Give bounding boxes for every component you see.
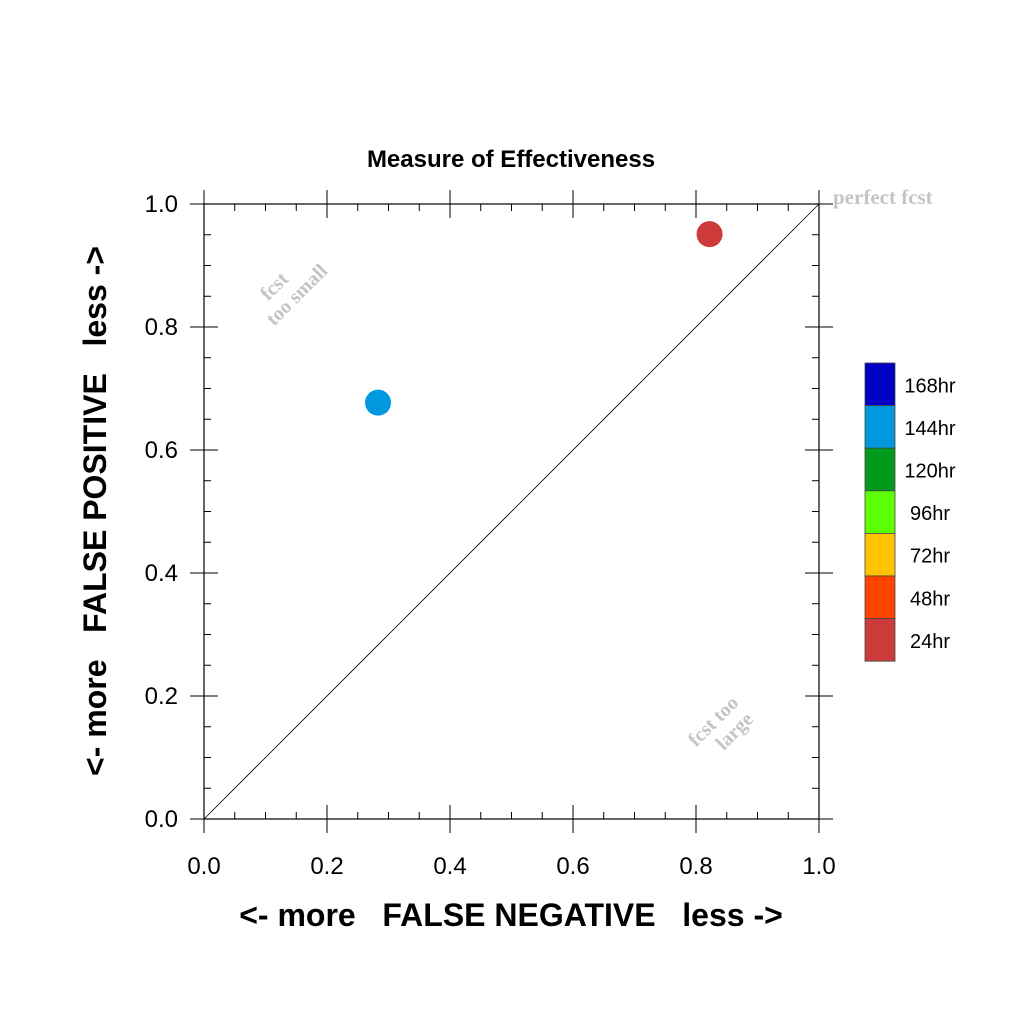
lead-time-legend: 168hr 144hr 120hr 96hr 72hr 48hr 24hr <box>864 362 956 662</box>
reference-diagonal-line <box>203 203 820 820</box>
y-axis-ticks <box>190 203 833 820</box>
data-point-144hr <box>365 389 392 416</box>
legend-swatch-72hr <box>864 533 896 577</box>
y-tick-label: 1.0 <box>145 191 178 218</box>
x-axis-label: <- more FALSE NEGATIVE less -> <box>239 897 783 933</box>
legend-label-120hr: 120hr <box>904 461 955 483</box>
legend-label-24hr: 24hr <box>910 631 950 653</box>
data-point-24hr <box>696 221 723 248</box>
chart-title: Measure of Effectiveness <box>367 146 655 173</box>
y-tick-label: 0.0 <box>145 806 178 833</box>
fcst-too-large-annotation: fcst too large <box>684 692 758 755</box>
y-tick-label: 0.8 <box>145 314 178 341</box>
legend-label-144hr: 144hr <box>904 418 955 440</box>
y-tick-label: 0.6 <box>145 437 178 464</box>
y-tick-label: 0.2 <box>145 683 178 710</box>
y-tick-label: 0.4 <box>145 560 178 587</box>
x-tick-label: 0.0 <box>187 853 220 880</box>
legend-label-168hr: 168hr <box>904 375 955 397</box>
data-points <box>365 221 723 416</box>
x-axis-ticks <box>203 190 820 833</box>
legend-swatch-120hr <box>864 447 896 492</box>
x-tick-label: 1.0 <box>802 853 835 880</box>
legend-label-96hr: 96hr <box>910 503 950 525</box>
fcst-too-small-annotation: fcst too small <box>256 260 332 330</box>
x-tick-label: 0.2 <box>310 853 343 880</box>
legend-swatch-96hr <box>864 490 896 534</box>
x-tick-label: 0.8 <box>679 853 712 880</box>
legend-swatch-144hr <box>864 405 896 449</box>
legend-label-72hr: 72hr <box>910 546 950 568</box>
y-axis-label: <- more FALSE POSITIVE less -> <box>77 246 113 776</box>
legend-swatch-48hr <box>864 575 896 619</box>
legend-swatch-168hr <box>864 362 896 406</box>
x-tick-label: 0.4 <box>433 853 466 880</box>
perfect-fcst-annotation: perfect fcst <box>833 185 933 209</box>
x-tick-label: 0.6 <box>556 853 589 880</box>
y-axis-tick-labels: 0.0 0.2 0.4 0.6 0.8 1.0 <box>145 191 178 833</box>
legend-swatch-24hr <box>864 618 896 662</box>
legend-label-48hr: 48hr <box>910 588 950 610</box>
x-axis-tick-labels: 0.0 0.2 0.4 0.6 0.8 1.0 <box>187 853 835 880</box>
